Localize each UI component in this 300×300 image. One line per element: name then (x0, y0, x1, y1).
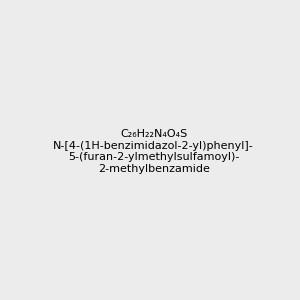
Text: C₂₆H₂₂N₄O₄S
N-[4-(1H-benzimidazol-2-yl)phenyl]-
5-(furan-2-ylmethylsulfamoyl)-
2: C₂₆H₂₂N₄O₄S N-[4-(1H-benzimidazol-2-yl)p… (53, 129, 254, 174)
